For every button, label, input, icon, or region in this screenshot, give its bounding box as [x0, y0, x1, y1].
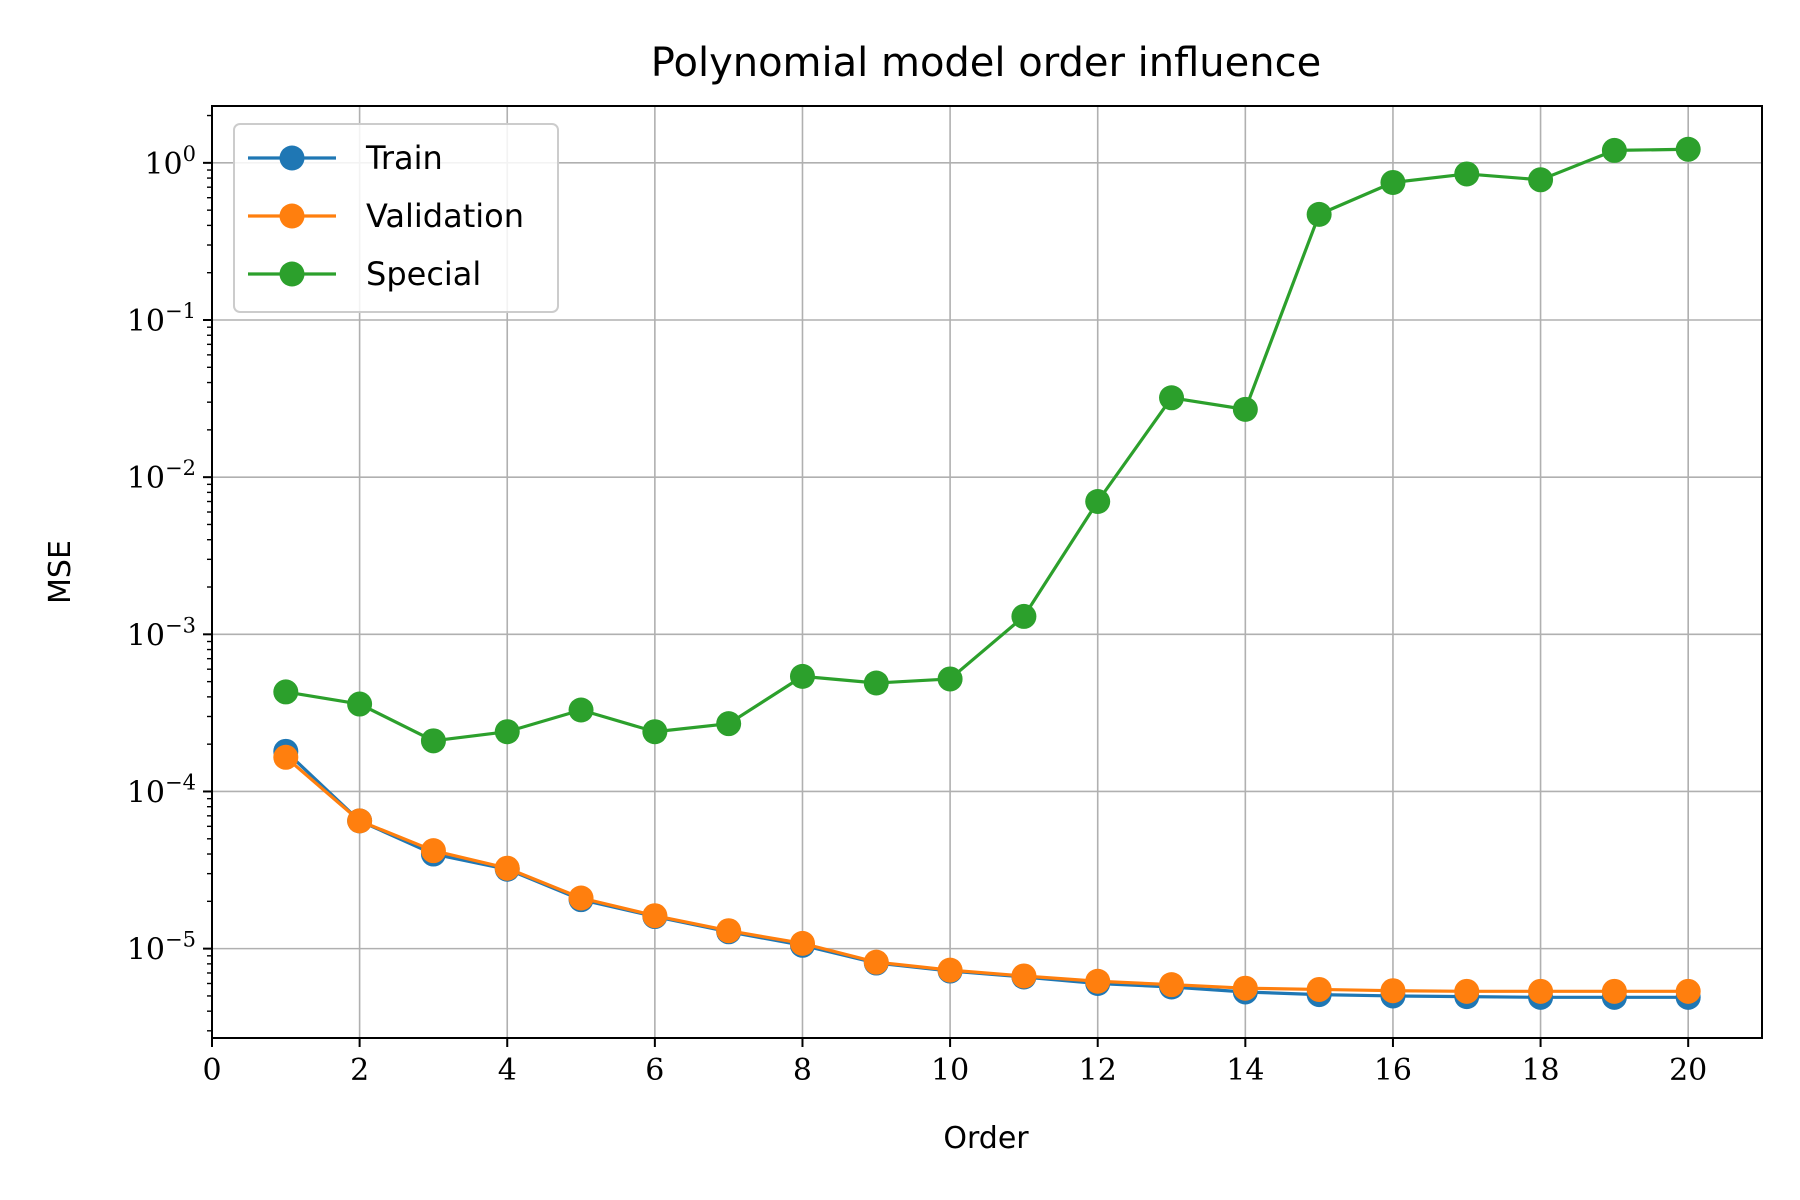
special-point: [863, 670, 889, 696]
x-tick-label: 12: [1079, 1053, 1117, 1088]
validation-point: [937, 957, 963, 983]
special-point: [420, 728, 446, 754]
chart-title: Polynomial model order influence: [651, 40, 1321, 86]
validation-point: [1454, 978, 1480, 1004]
special-point: [568, 697, 594, 723]
x-tick-label: 16: [1374, 1053, 1412, 1088]
validation-point: [1159, 972, 1185, 998]
special-point: [1306, 201, 1332, 227]
grid: [212, 106, 1762, 1038]
y-tick-label: 10−3: [127, 613, 196, 653]
series-validation: [273, 744, 1701, 1004]
legend-validation-marker: [279, 203, 305, 229]
series-layer: [273, 136, 1701, 1010]
x-tick-label: 10: [931, 1053, 969, 1088]
validation-point: [420, 838, 446, 864]
x-tick-label: 18: [1521, 1053, 1559, 1088]
legend: Train Validation Special: [233, 123, 559, 313]
validation-point: [568, 885, 594, 911]
special-point: [716, 711, 742, 737]
x-axis-label: Order: [943, 1121, 1029, 1156]
validation-point: [863, 949, 889, 975]
legend-special-label: Special: [366, 255, 481, 293]
special-point: [1085, 489, 1111, 515]
series-special: [273, 136, 1701, 754]
special-point: [642, 719, 668, 745]
x-tick-label: 20: [1669, 1053, 1707, 1088]
y-tick-label: 10−2: [127, 456, 196, 496]
validation-point: [1232, 975, 1258, 1001]
special-point: [1528, 167, 1554, 193]
validation-point: [1380, 978, 1406, 1004]
special-point: [789, 663, 815, 689]
validation-point: [1528, 978, 1554, 1004]
ticks: 0 2 4 6 8 10 12 14 16 18 20 10−5 10−4 10−3 10−2 10−1 100: [127, 114, 1707, 1088]
legend-special-marker: [279, 261, 305, 287]
validation-point: [347, 808, 373, 834]
x-tick-label: 8: [793, 1053, 812, 1088]
legend-frame: [233, 123, 559, 313]
x-tick-label: 4: [498, 1053, 517, 1088]
validation-point: [1675, 978, 1701, 1004]
validation-point: [789, 930, 815, 956]
validation-point: [1601, 978, 1627, 1004]
special-point: [1380, 169, 1406, 195]
y-tick-label: 10−1: [127, 299, 196, 339]
special-point: [1454, 161, 1480, 187]
x-tick-label: 2: [350, 1053, 369, 1088]
special-point: [1675, 136, 1701, 162]
legend-train-label: Train: [365, 139, 443, 177]
validation-point: [716, 918, 742, 944]
x-tick-label: 0: [202, 1053, 221, 1088]
legend-validation-label: Validation: [366, 197, 524, 235]
special-point: [1232, 396, 1258, 422]
legend-train-marker: [279, 145, 305, 171]
validation-point: [1011, 963, 1037, 989]
special-point: [1159, 385, 1185, 411]
x-tick-label: 6: [645, 1053, 664, 1088]
x-tick-label: 14: [1226, 1053, 1264, 1088]
special-point: [347, 691, 373, 717]
y-tick-label: 10−4: [127, 770, 196, 810]
validation-point: [1306, 976, 1332, 1002]
special-point: [1601, 137, 1627, 163]
special-point: [273, 679, 299, 705]
y-tick-label: 100: [144, 142, 196, 182]
special-point: [937, 666, 963, 692]
special-point: [1011, 603, 1037, 629]
series-train: [273, 738, 1701, 1010]
validation-point: [494, 855, 520, 881]
plot-frame: [211, 105, 1763, 1039]
special-point: [494, 719, 520, 745]
validation-point: [273, 744, 299, 770]
y-axis-label: MSE: [43, 540, 78, 604]
y-tick-label: 10−5: [127, 928, 196, 968]
validation-point: [642, 903, 668, 929]
validation-point: [1085, 968, 1111, 994]
